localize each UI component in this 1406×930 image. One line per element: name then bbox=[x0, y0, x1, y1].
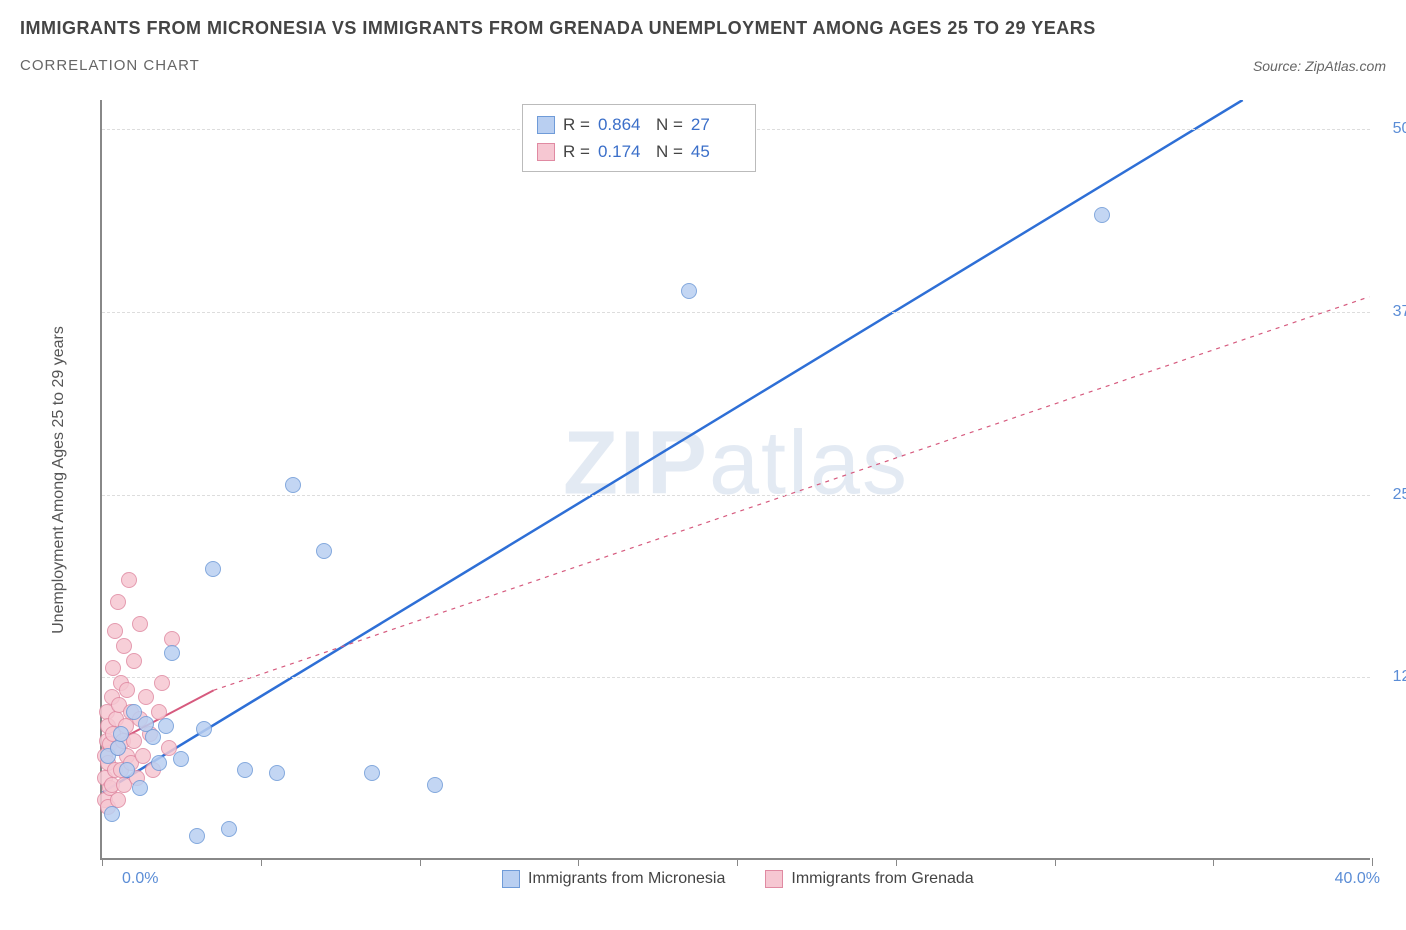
stat-legend-row-1: R = 0.864 N = 27 bbox=[537, 111, 741, 138]
data-point bbox=[164, 631, 180, 647]
stat-legend: R = 0.864 N = 27 R = 0.174 N = 45 bbox=[522, 104, 756, 172]
data-point bbox=[110, 792, 126, 808]
data-point bbox=[107, 623, 123, 639]
data-point bbox=[364, 765, 380, 781]
data-point bbox=[138, 689, 154, 705]
r-label-2: R = bbox=[563, 138, 590, 165]
source-credit: Source: ZipAtlas.com bbox=[1253, 58, 1386, 74]
data-point bbox=[110, 740, 126, 756]
data-point bbox=[164, 645, 180, 661]
subtitle-row: CORRELATION CHART Source: ZipAtlas.com bbox=[20, 57, 1386, 74]
watermark-atlas: atlas bbox=[709, 413, 909, 513]
data-point bbox=[221, 821, 237, 837]
y-tick-label: 25.0% bbox=[1393, 486, 1406, 504]
y-tick-label: 12.5% bbox=[1393, 668, 1406, 686]
source-prefix: Source: bbox=[1253, 58, 1305, 74]
legend-item-micronesia: Immigrants from Micronesia bbox=[502, 870, 725, 888]
x-tick bbox=[420, 858, 421, 866]
data-point bbox=[132, 616, 148, 632]
y-tick-label: 37.5% bbox=[1393, 303, 1406, 321]
legend-swatch-micronesia bbox=[502, 870, 520, 888]
x-tick bbox=[578, 858, 579, 866]
legend-item-grenada: Immigrants from Grenada bbox=[765, 870, 973, 888]
data-point bbox=[269, 765, 285, 781]
r-label: R = bbox=[563, 111, 590, 138]
r-value-1: 0.864 bbox=[598, 111, 648, 138]
data-point bbox=[135, 748, 151, 764]
gridline bbox=[102, 677, 1370, 678]
watermark-zip: ZIP bbox=[563, 413, 709, 513]
title-block: IMMIGRANTS FROM MICRONESIA VS IMMIGRANTS… bbox=[0, 0, 1406, 74]
x-axis-min-label: 0.0% bbox=[122, 870, 158, 888]
data-point bbox=[158, 718, 174, 734]
legend-label-micronesia: Immigrants from Micronesia bbox=[528, 870, 725, 888]
x-tick bbox=[1055, 858, 1056, 866]
n-value-2: 45 bbox=[691, 138, 741, 165]
x-axis-max-label: 40.0% bbox=[1335, 870, 1380, 888]
bottom-legend: Immigrants from Micronesia Immigrants fr… bbox=[502, 870, 974, 888]
chart-subtitle: CORRELATION CHART bbox=[20, 57, 200, 74]
data-point bbox=[205, 561, 221, 577]
n-label: N = bbox=[656, 111, 683, 138]
data-point bbox=[113, 726, 129, 742]
x-tick bbox=[261, 858, 262, 866]
chart-title: IMMIGRANTS FROM MICRONESIA VS IMMIGRANTS… bbox=[20, 18, 1386, 39]
data-point bbox=[151, 755, 167, 771]
legend-swatch-grenada bbox=[765, 870, 783, 888]
data-point bbox=[173, 751, 189, 767]
y-tick-label: 50.0% bbox=[1393, 120, 1406, 138]
x-tick bbox=[1372, 858, 1373, 866]
data-point bbox=[119, 762, 135, 778]
data-point bbox=[681, 283, 697, 299]
gridline bbox=[102, 312, 1370, 313]
data-point bbox=[285, 477, 301, 493]
data-point bbox=[121, 572, 137, 588]
n-label-2: N = bbox=[656, 138, 683, 165]
data-point bbox=[110, 594, 126, 610]
data-point bbox=[196, 721, 212, 737]
data-point bbox=[1094, 207, 1110, 223]
y-axis-title: Unemployment Among Ages 25 to 29 years bbox=[50, 326, 68, 634]
scatter-plot: ZIPatlas R = 0.864 N = 27 R = 0.174 N = … bbox=[100, 100, 1370, 860]
swatch-micronesia bbox=[537, 116, 555, 134]
r-value-2: 0.174 bbox=[598, 138, 648, 165]
data-point bbox=[316, 543, 332, 559]
data-point bbox=[105, 660, 121, 676]
data-point bbox=[104, 806, 120, 822]
swatch-grenada bbox=[537, 143, 555, 161]
watermark: ZIPatlas bbox=[563, 412, 909, 515]
x-tick bbox=[1213, 858, 1214, 866]
data-point bbox=[154, 675, 170, 691]
data-point bbox=[189, 828, 205, 844]
data-point bbox=[151, 704, 167, 720]
data-point bbox=[427, 777, 443, 793]
gridline bbox=[102, 495, 1370, 496]
data-point bbox=[119, 682, 135, 698]
data-point bbox=[116, 638, 132, 654]
n-value-1: 27 bbox=[691, 111, 741, 138]
x-tick bbox=[737, 858, 738, 866]
data-point bbox=[132, 780, 148, 796]
data-point bbox=[237, 762, 253, 778]
x-tick bbox=[102, 858, 103, 866]
x-tick bbox=[896, 858, 897, 866]
legend-label-grenada: Immigrants from Grenada bbox=[791, 870, 973, 888]
stat-legend-row-2: R = 0.174 N = 45 bbox=[537, 138, 741, 165]
source-name: ZipAtlas.com bbox=[1305, 58, 1386, 74]
data-point bbox=[126, 653, 142, 669]
chart-area: Unemployment Among Ages 25 to 29 years Z… bbox=[70, 100, 1386, 890]
